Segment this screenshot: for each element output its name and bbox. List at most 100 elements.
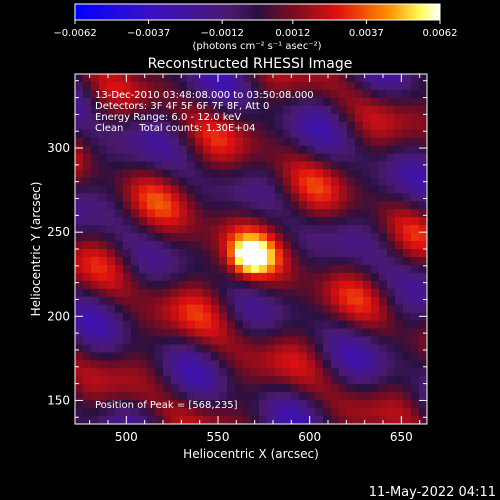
heatmap-cell: [355, 400, 364, 409]
heatmap-cell: [75, 185, 84, 194]
heatmap-cell: [411, 296, 420, 306]
heatmap-cell: [379, 177, 388, 186]
heatmap-cell: [131, 97, 140, 107]
heatmap-cell: [179, 193, 188, 202]
heatmap-cell: [259, 241, 268, 250]
heatmap-cell: [259, 408, 268, 417]
heatmap-cell: [163, 177, 172, 186]
heatmap-cell: [211, 81, 220, 91]
heatmap-cell: [299, 201, 308, 210]
heatmap-cell: [315, 209, 324, 218]
heatmap-cell: [379, 217, 388, 226]
heatmap-cell: [123, 376, 132, 385]
heatmap-cell: [147, 161, 156, 170]
heatmap-cell: [75, 121, 84, 131]
heatmap-cell: [243, 169, 252, 178]
heatmap-cell: [171, 384, 180, 393]
heatmap-cell: [299, 296, 308, 306]
heatmap-cell: [339, 137, 348, 146]
heatmap-cell: [363, 129, 372, 139]
heatmap-cell: [267, 105, 276, 115]
heatmap-cell: [339, 105, 348, 115]
heatmap-cell: [99, 225, 108, 234]
heatmap-cell: [139, 97, 148, 107]
heatmap-cell: [211, 416, 220, 425]
heatmap-cell: [123, 352, 132, 361]
heatmap-cell: [163, 81, 172, 91]
heatmap-cell: [203, 304, 212, 314]
heatmap-cell: [275, 312, 284, 321]
heatmap-cell: [331, 304, 340, 314]
heatmap-cell: [403, 312, 412, 321]
heatmap-cell: [227, 408, 236, 417]
heatmap-cell: [219, 272, 228, 282]
heatmap-cell: [347, 272, 356, 282]
heatmap-cell: [331, 129, 340, 139]
heatmap-cell: [363, 368, 372, 377]
heatmap-cell: [75, 392, 84, 401]
heatmap-cell: [323, 105, 332, 115]
heatmap-cell: [291, 161, 300, 170]
heatmap-cell: [363, 137, 372, 146]
heatmap-cell: [363, 233, 372, 242]
heatmap-cell: [83, 288, 92, 298]
heatmap-cell: [307, 264, 316, 274]
heatmap-cell: [355, 185, 364, 194]
heatmap-cell: [187, 201, 196, 210]
heatmap-cell: [203, 400, 212, 409]
heatmap-cell: [419, 121, 428, 131]
heatmap-cell: [307, 137, 316, 146]
heatmap-cell: [171, 288, 180, 298]
heatmap-cell: [211, 145, 220, 154]
heatmap-cell: [115, 113, 124, 123]
heatmap-cell: [203, 161, 212, 170]
heatmap-cell: [203, 74, 212, 83]
heatmap-cell: [395, 304, 404, 314]
heatmap-cell: [275, 296, 284, 306]
heatmap-cell: [403, 113, 412, 123]
heatmap-cell: [355, 288, 364, 298]
heatmap-cell: [131, 296, 140, 306]
heatmap-cell: [363, 344, 372, 353]
heatmap-cell: [387, 233, 396, 242]
heatmap-cell: [243, 264, 252, 274]
heatmap-cell: [275, 368, 284, 377]
heatmap-cell: [155, 74, 164, 83]
heatmap-cell: [419, 97, 428, 107]
heatmap-cell: [315, 89, 324, 99]
heatmap-cell: [227, 256, 236, 266]
heatmap-cell: [363, 296, 372, 306]
heatmap-cell: [155, 201, 164, 210]
heatmap-cell: [107, 193, 116, 202]
heatmap-cell: [275, 113, 284, 123]
heatmap-cell: [83, 360, 92, 369]
heatmap-cell: [315, 145, 324, 154]
heatmap-cell: [363, 320, 372, 329]
heatmap-cell: [411, 416, 420, 425]
heatmap-cell: [355, 193, 364, 202]
heatmap-cell: [323, 129, 332, 139]
heatmap-cell: [275, 360, 284, 369]
heatmap-cell: [395, 81, 404, 91]
heatmap-cell: [147, 288, 156, 298]
heatmap-cell: [227, 169, 236, 178]
heatmap-cell: [355, 129, 364, 139]
heatmap-cell: [363, 312, 372, 321]
heatmap-cell: [299, 336, 308, 345]
heatmap-cell: [355, 360, 364, 369]
heatmap-cell: [155, 336, 164, 345]
heatmap-cell: [403, 352, 412, 361]
heatmap-cell: [299, 272, 308, 282]
heatmap-cell: [171, 169, 180, 178]
heatmap-cell: [387, 209, 396, 218]
heatmap-cell: [275, 225, 284, 234]
heatmap-cell: [243, 392, 252, 401]
heatmap-cell: [155, 296, 164, 306]
heatmap-cell: [371, 304, 380, 314]
heatmap-cell: [347, 137, 356, 146]
heatmap-cell: [195, 225, 204, 234]
heatmap-cell: [331, 177, 340, 186]
heatmap-cell: [419, 264, 428, 274]
heatmap-cell: [387, 352, 396, 361]
heatmap-cell: [323, 368, 332, 377]
